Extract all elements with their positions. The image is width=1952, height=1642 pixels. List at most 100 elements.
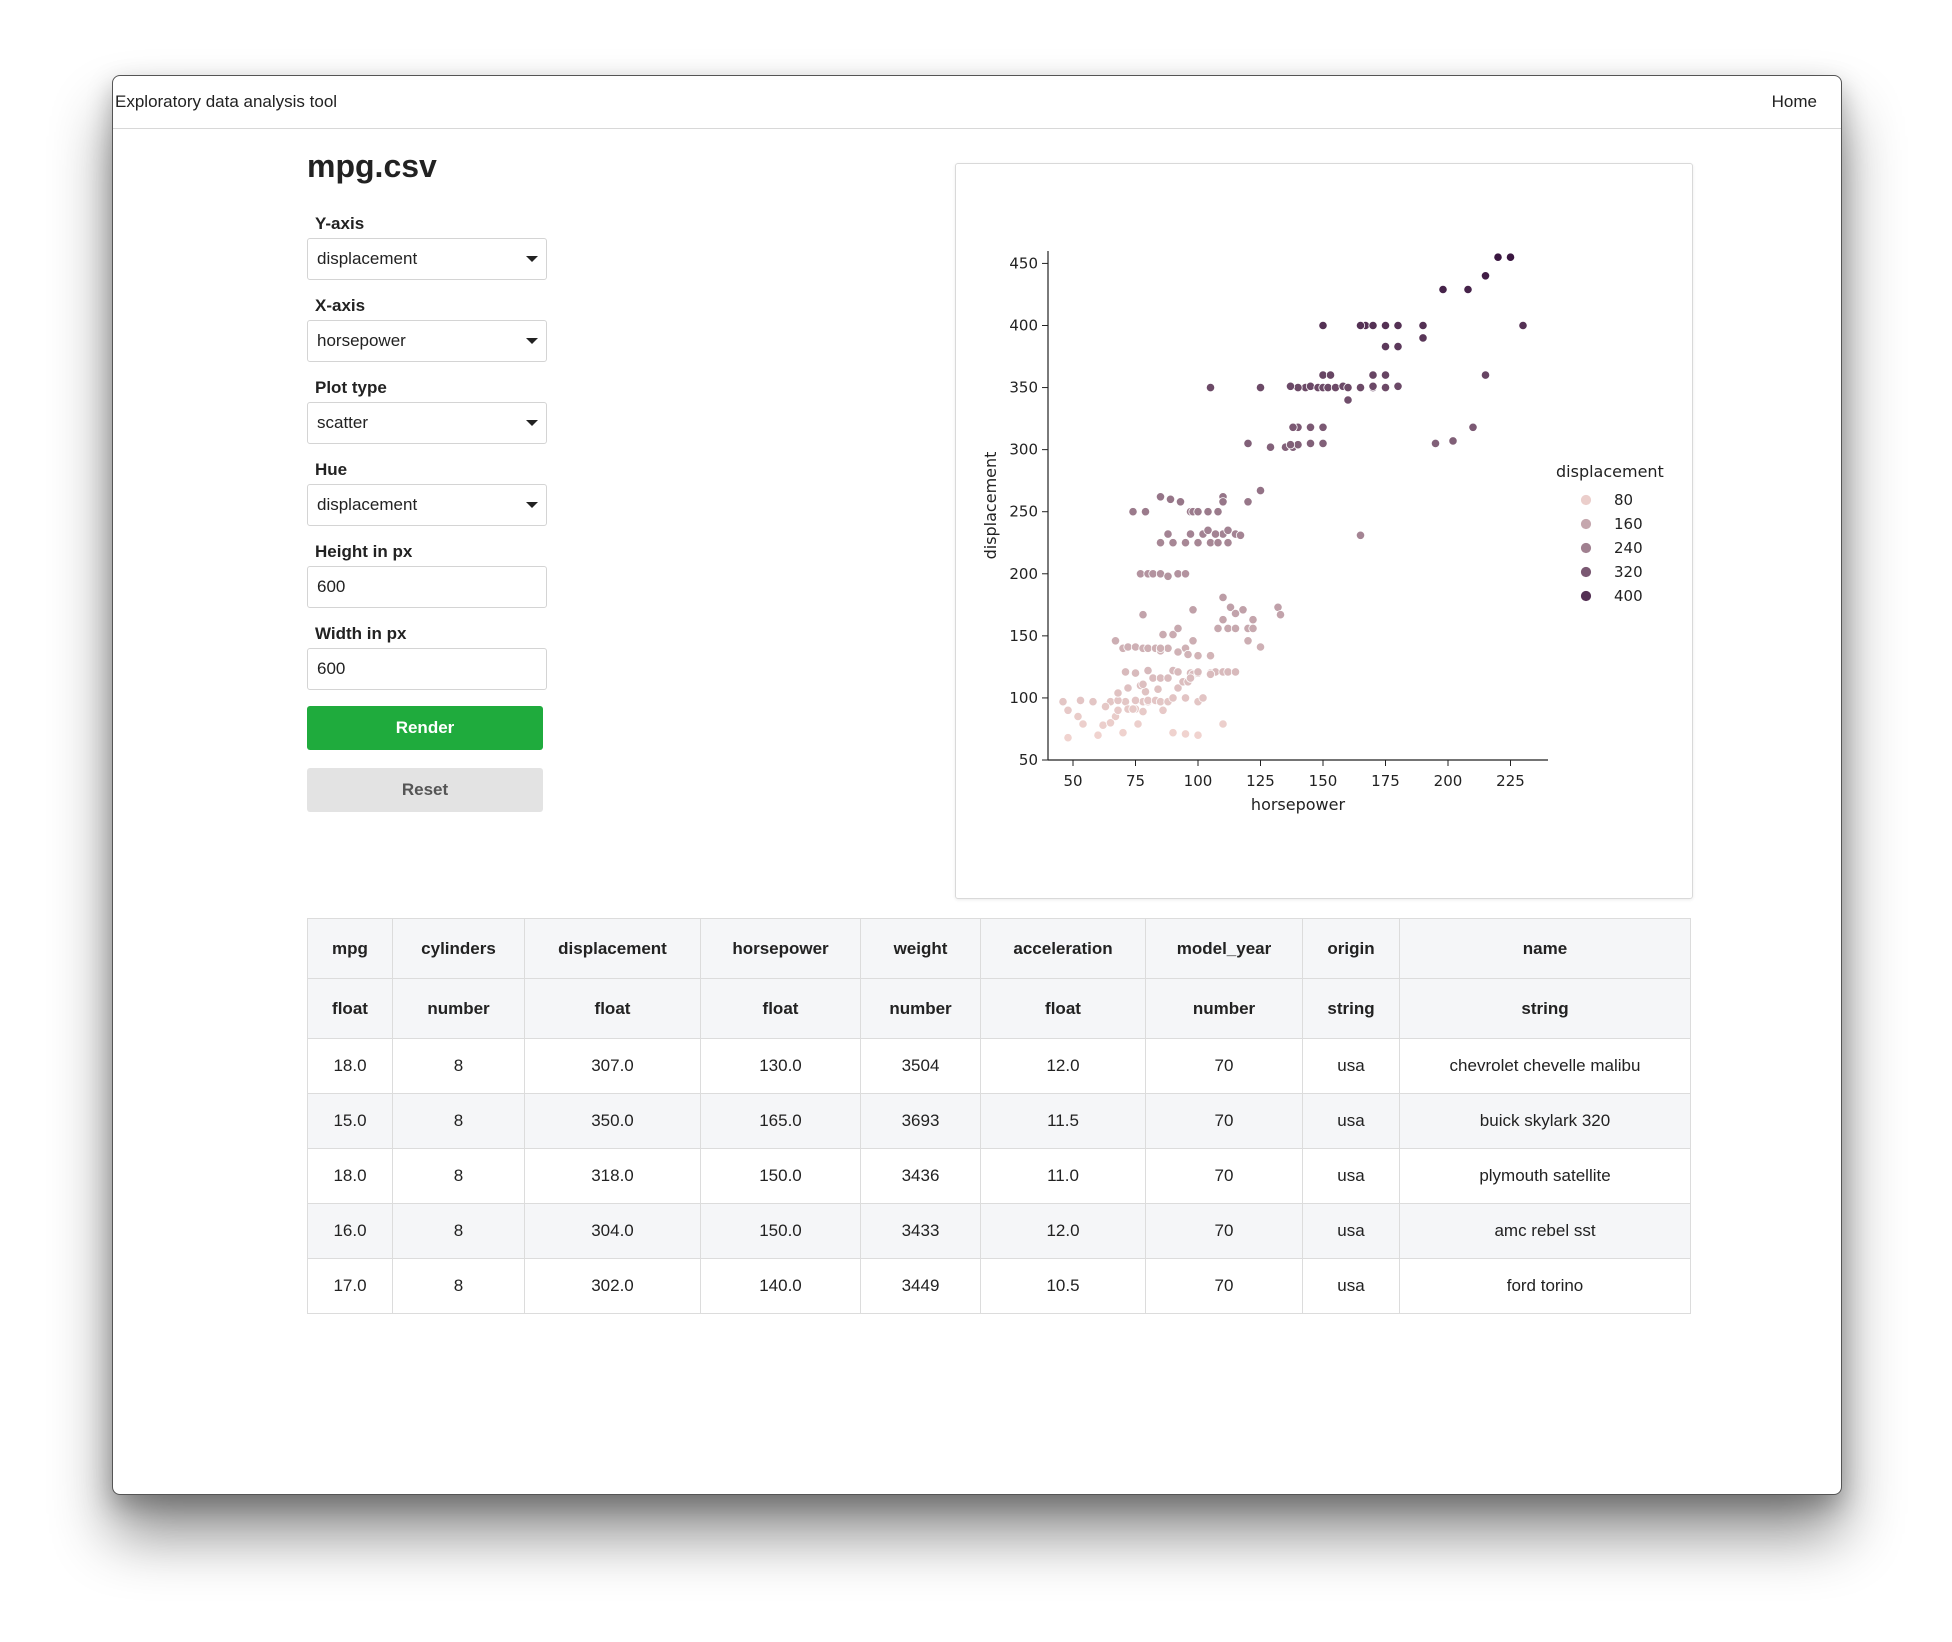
scatter-point [1305,381,1316,391]
table-cell: 16.0 [307,1203,393,1259]
column-header-acceleration[interactable]: acceleration [980,918,1146,979]
table-cell: 11.0 [980,1148,1146,1204]
column-type: float [307,978,393,1039]
scatter-point [1188,636,1198,646]
column-header-name[interactable]: name [1399,918,1691,979]
plot-type-select[interactable]: scatter [307,402,547,444]
scatter-point [1155,492,1166,502]
scatter-point [1185,673,1196,683]
scatter-point [1193,651,1203,661]
x-axis-select[interactable]: horsepower [307,320,547,362]
scatter-point [1243,636,1253,646]
table-row[interactable]: 16.0 8 304.0 150.0 3433 12.0 70 usa amc rebel ss… [307,1203,1691,1259]
table-row[interactable]: 18.0 8 307.0 130.0 3504 12.0 70 usa chevrolet ch… [307,1038,1691,1094]
column-header-model-year[interactable]: model_year [1145,918,1303,979]
scatter-point [1223,525,1233,535]
table-cell: 12.0 [980,1203,1146,1259]
scatter-point [1248,615,1258,625]
scatter-point [1305,422,1316,432]
table-cell: 15.0 [307,1093,393,1149]
y-axis-label: displacement [981,452,1000,560]
width-input[interactable]: 600 [307,648,547,690]
x-tick-label: 100 [1184,772,1213,790]
scatter-point [1205,651,1216,661]
scatter-point [1198,693,1208,703]
scatter-point [1218,615,1228,625]
scatter-point [1155,538,1166,548]
table-cell: amc rebel sst [1399,1203,1691,1259]
table-cell: chevrolet chevelle malibu [1399,1038,1691,1094]
table-row[interactable]: 15.0 8 350.0 165.0 3693 11.5 70 usa buick skylar… [307,1093,1691,1149]
scatter-point [1213,538,1223,548]
scatter-point [1193,730,1203,740]
x-tick-label: 150 [1309,772,1338,790]
scatter-point [1230,667,1241,677]
scatter-point [1075,695,1086,706]
scatter-point [1143,665,1153,676]
scatter-point [1063,733,1073,743]
scatter-point [1168,538,1178,548]
scatter-point [1100,701,1111,712]
scatter-point [1180,693,1191,703]
scatter-point [1368,381,1378,391]
table-cell: 18.0 [307,1148,393,1204]
column-header-origin[interactable]: origin [1302,918,1400,979]
scatter-chart: 50 75 100 125 150 175 200 225 50 100 150 200 250 300 3… [981,251,1664,814]
table-cell: 302.0 [524,1258,701,1314]
table-cell: 3693 [860,1093,981,1149]
table-cell: 3436 [860,1148,981,1204]
table-cell: 318.0 [524,1148,701,1204]
scatter-point [1243,438,1253,448]
x-tick-label: 75 [1126,772,1145,790]
column-header-displacement[interactable]: displacement [524,918,701,979]
table-cell: usa [1302,1093,1400,1149]
table-cell: usa [1302,1148,1400,1204]
scatter-point [1130,668,1141,678]
table-cell: 150.0 [700,1203,861,1259]
table-cell: 10.5 [980,1258,1146,1314]
scatter-point [1168,693,1178,703]
home-link[interactable]: Home [1771,92,1817,111]
column-header-weight[interactable]: weight [860,918,981,979]
column-header-horsepower[interactable]: horsepower [700,918,861,979]
plot-type-value: scatter [317,413,369,432]
column-header-cylinders[interactable]: cylinders [392,918,525,979]
render-button[interactable]: Render [307,706,543,750]
scatter-point [1355,530,1366,540]
legend-label: 320 [1614,563,1643,581]
table-row[interactable]: 17.0 8 302.0 140.0 3449 10.5 70 usa ford torino [307,1258,1691,1314]
table-cell: 165.0 [700,1093,861,1149]
plot-panel: 50 75 100 125 150 175 200 225 50 100 150 200 250 300 3… [955,163,1693,899]
scatter-point [1130,695,1141,706]
hue-select[interactable]: displacement [307,484,547,526]
scatter-point [1293,383,1303,393]
scatter-point [1380,320,1391,331]
scatter-point [1153,684,1163,694]
x-axis-value: horsepower [317,331,406,350]
y-axis-select[interactable]: displacement [307,238,547,280]
plot-type-label: Plot type [315,378,387,397]
table-row[interactable]: 18.0 8 318.0 150.0 3436 11.0 70 usa plymouth sat… [307,1148,1691,1204]
width-label: Width in px [315,624,407,643]
scatter-point [1113,688,1123,698]
scatter-point [1318,422,1328,432]
scatter-point [1463,284,1473,295]
column-type: float [700,978,861,1039]
y-tick-label: 350 [1009,379,1038,397]
scatter-point [1138,706,1148,717]
scatter-point [1063,705,1073,715]
app-title: Exploratory data analysis tool [115,92,338,111]
app-window: Exploratory data analysis tool Home mpg.… [112,75,1842,1495]
height-input[interactable]: 600 [307,566,547,608]
scatter-point [1218,592,1228,602]
table-cell: 12.0 [980,1038,1146,1094]
y-tick-label: 50 [1019,751,1038,769]
scatter-point [1173,647,1183,657]
header-names-row: mpg cylinders displacement horsepower weight… [307,918,1691,979]
reset-button[interactable]: Reset [307,768,543,812]
scatter-point [1265,442,1276,452]
scatter-point [1210,529,1221,539]
scatter-point [1093,730,1103,740]
column-header-mpg[interactable]: mpg [307,918,393,979]
scatter-point [1165,494,1176,504]
